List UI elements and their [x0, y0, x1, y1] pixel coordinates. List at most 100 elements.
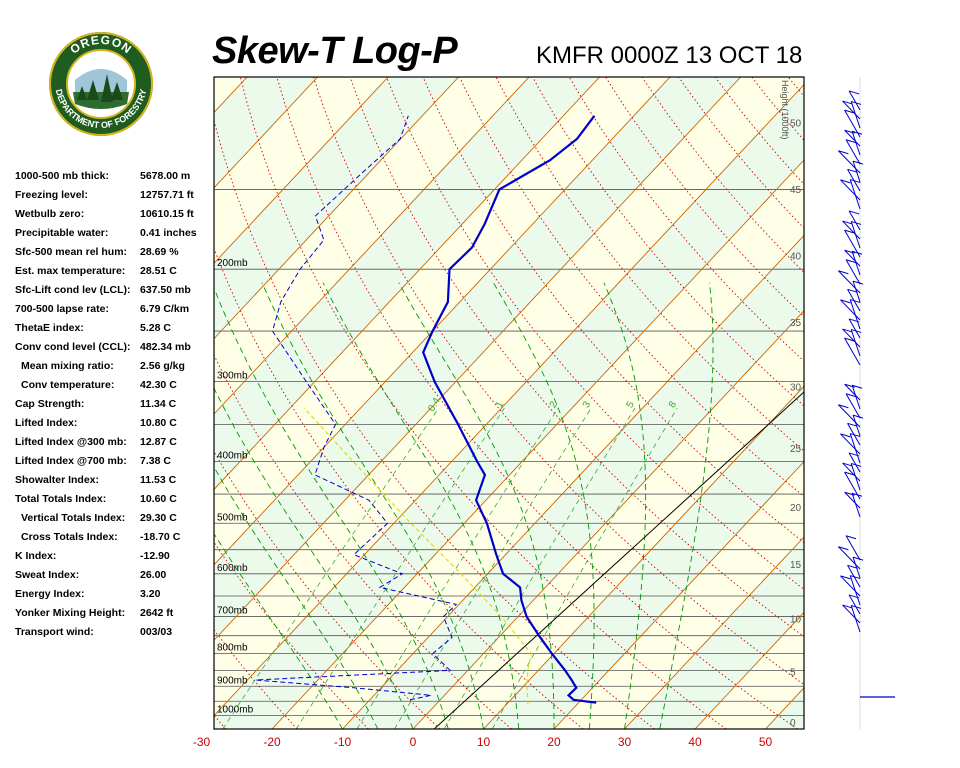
wind-barb-flag: [845, 139, 857, 144]
wind-barb-flag: [852, 556, 864, 561]
wind-barb-shaft: [849, 433, 861, 464]
wind-barb-flag: [847, 422, 858, 427]
profiles: [255, 115, 597, 705]
wind-barb-flag: [850, 575, 861, 580]
wind-barb-flag: [851, 100, 862, 105]
stat-row: Conv cond level (CCL): 482.34 mb: [15, 339, 215, 358]
background-bands: [0, 77, 804, 729]
pressure-label: 1000mb: [217, 704, 254, 715]
isotherm-line: [214, 83, 804, 717]
wind-barb-shaft: [848, 210, 861, 231]
grid-lines: [0, 77, 960, 729]
mixing-ratio-label: 5: [625, 399, 638, 410]
chart-title: Skew-T Log-P: [212, 30, 458, 72]
oregon-department-of-forestry-logo: OREGON DEPARTMENT OF FORESTRY: [49, 32, 153, 136]
pressure-label: 500mb: [217, 512, 248, 523]
height-tick-label: 25: [790, 444, 802, 455]
temperature-tick-label: 20: [547, 735, 561, 749]
dry-adiabat-line: [313, 77, 804, 686]
temperature-tick-label: 30: [618, 735, 632, 749]
height-tick-label: 35: [790, 318, 802, 329]
height-tick-label: 45: [790, 185, 802, 196]
wind-barb-shaft: [850, 329, 861, 357]
dry-adiabat-line: [276, 77, 798, 729]
temperature-tick-label: 40: [688, 735, 702, 749]
temperature-trace: [422, 115, 597, 704]
moist-adiabat-line: [493, 282, 595, 729]
stat-value: 637.50 mb: [140, 284, 191, 296]
height-tick-label: 10: [790, 615, 802, 626]
wind-barb-flag: [852, 414, 864, 419]
stat-row: Sfc-Lift cond lev (LCL): 637.50 mb: [15, 282, 215, 301]
isotherm-line: [694, 611, 804, 729]
stat-label: Sfc-Lift cond lev (LCL):: [15, 284, 131, 296]
isotherm-line: [342, 234, 804, 729]
isotherm-line: [483, 385, 804, 729]
wind-barb-flag: [851, 604, 862, 609]
stat-label: 1000-500 mb thick:: [15, 170, 109, 182]
isotherm-band: [0, 77, 106, 729]
mixing-ratio-label: 8: [667, 399, 680, 410]
dry-adiabat-line: [495, 77, 804, 452]
moist-adiabat-line: [214, 466, 379, 729]
wind-barb-shaft: [845, 139, 861, 165]
wind-barb-shaft: [850, 605, 861, 633]
wind-barb-shaft: [840, 575, 861, 597]
wind-barb-flag: [844, 337, 855, 342]
parcel-trace: [303, 407, 533, 705]
wind-barb-shaft: [845, 535, 861, 561]
stat-label: 700-500 lapse rate:: [15, 303, 109, 315]
reference-line: [433, 391, 804, 729]
stat-label: Freezing level:: [15, 189, 88, 201]
wind-barb-flag: [842, 328, 853, 333]
stat-value: 10.80 C: [140, 417, 177, 429]
isotherm-band: [214, 77, 804, 716]
dry-adiabat-line: [605, 77, 804, 318]
stat-value: 3.20: [140, 588, 161, 600]
wind-barb-flag: [844, 109, 855, 114]
isotherm-line: [836, 77, 960, 729]
wind-barb-shaft: [850, 221, 861, 249]
isotherm-line: [0, 77, 36, 729]
stat-label: Precipitable water:: [15, 227, 109, 239]
mixing-ratio-label: 2: [548, 399, 561, 410]
wind-barb-flag: [838, 270, 849, 275]
wind-barb-flag: [840, 433, 851, 438]
pressure-label: 600mb: [217, 563, 248, 574]
moist-adiabat-line: [603, 282, 647, 729]
wind-barb-flag: [848, 452, 860, 457]
pressure-label: 200mb: [217, 258, 248, 269]
stat-value: -12.90: [140, 550, 170, 562]
wind-barb-shaft: [840, 179, 861, 201]
stat-row: ThetaE index: 5.28 C: [15, 320, 215, 339]
dry-adiabat-line: [459, 77, 804, 498]
stat-label: Cap Strength:: [15, 398, 85, 410]
wind-barb-flag: [848, 318, 860, 323]
isotherm-band: [214, 77, 248, 113]
dry-adiabat-line: [0, 77, 154, 729]
wind-barb-shaft: [842, 220, 861, 240]
wind-barb-flag: [851, 328, 862, 333]
pressure-label: 400mb: [217, 450, 248, 461]
wind-barb-flag: [848, 210, 860, 215]
stat-row: 700-500 lapse rate: 6.79 C/km: [15, 301, 215, 320]
dry-adiabat-line: [641, 77, 804, 274]
stat-row: Showalter Index: 11.53 C: [15, 472, 215, 491]
stat-row: Mean mixing ratio: 2.56 g/kg: [15, 358, 215, 377]
wind-barb-shaft: [851, 131, 861, 156]
wind-barb-flag: [848, 594, 860, 599]
stat-label: Lifted Index:: [15, 417, 78, 429]
temperature-tick-label: -10: [334, 735, 352, 749]
dewpoint-trace: [255, 115, 458, 701]
height-tick-label: 15: [790, 560, 802, 571]
height-tick-label: 0: [790, 718, 796, 729]
wind-barb-flag: [842, 462, 853, 467]
stat-label: Conv cond level (CCL):: [15, 341, 131, 353]
pressure-label: 300mb: [217, 371, 248, 382]
wind-barb-shaft: [849, 299, 861, 330]
wind-barb-shaft: [848, 318, 861, 339]
station-datetime: KMFR 0000Z 13 OCT 18: [536, 42, 803, 69]
dry-adiabat-line: [898, 77, 960, 729]
stat-label: Cross Totals Index:: [21, 531, 118, 543]
mixing-ratio-label: 1: [494, 399, 507, 410]
